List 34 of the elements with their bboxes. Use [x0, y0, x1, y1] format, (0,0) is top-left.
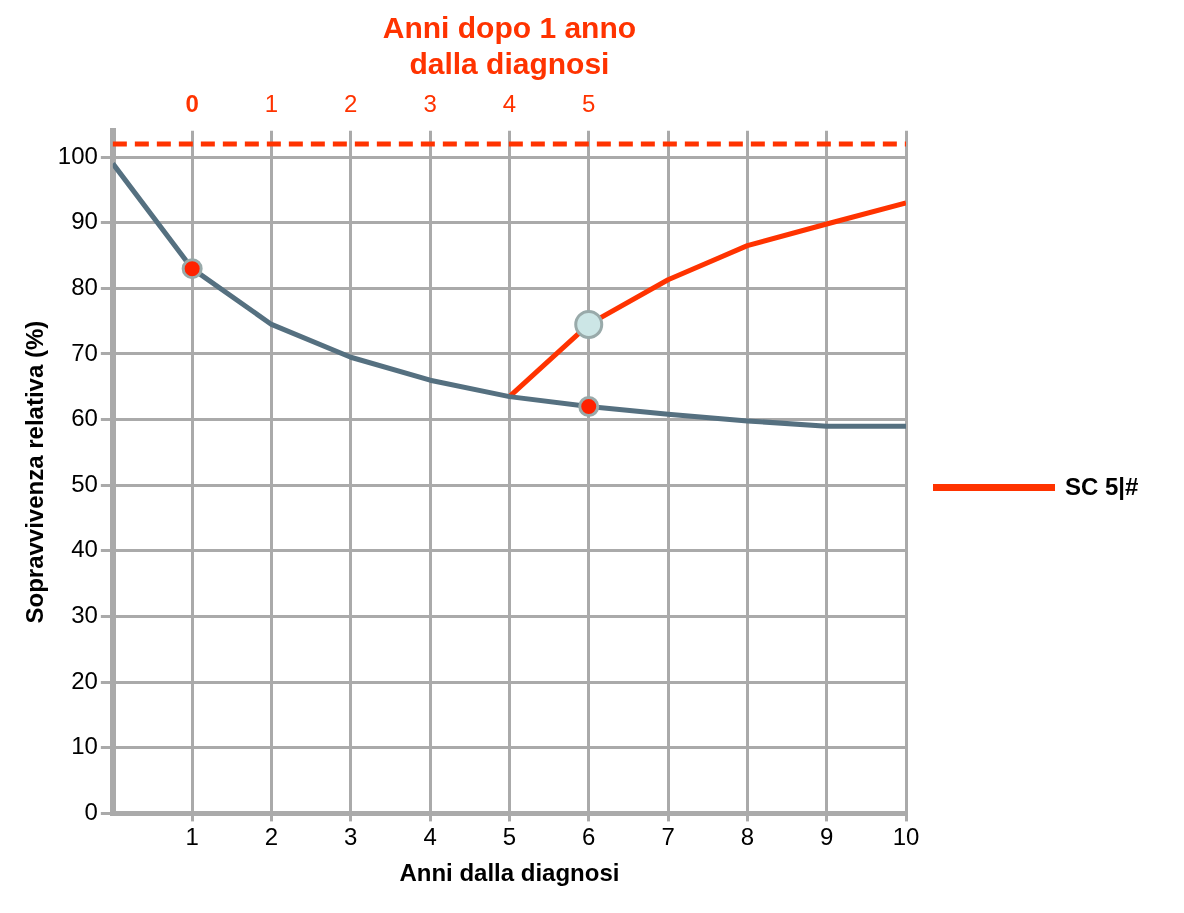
y-tick-label: 20: [71, 666, 98, 694]
y-tick-label: 60: [71, 404, 98, 432]
x2-tick-label: 2: [344, 90, 358, 118]
x-axis-title: Anni dalla diagnosi: [399, 859, 620, 887]
point: [181, 258, 203, 280]
y-tick-label: 0: [84, 798, 98, 826]
x2-axis-title: Anni dopo 1 anno dalla diagnosi: [382, 11, 637, 81]
point: [578, 395, 600, 417]
x-tick-label: 6: [582, 823, 596, 851]
x2-tick-label: 4: [502, 90, 517, 118]
x2-tick-label: 5: [582, 90, 596, 118]
y-tick-label: 70: [71, 338, 98, 366]
x2-tick-label: 1: [264, 90, 279, 118]
y-tick-label: 50: [71, 469, 98, 497]
x-tick-label: 5: [502, 823, 517, 851]
y-tick-label: 90: [71, 207, 98, 235]
x-tick-label: 8: [740, 823, 755, 851]
x-tick-label: 7: [661, 823, 675, 851]
y-tick-label: 40: [71, 535, 98, 563]
y-tick-label: 80: [71, 272, 98, 300]
y-tick-label: 30: [71, 601, 98, 629]
x2-tick-label: 3: [423, 90, 437, 118]
y-axis-title: Sopravvivenza relativa (%): [21, 320, 49, 624]
text: SC 5|#: [1065, 473, 1139, 501]
point: [574, 309, 604, 339]
x-tick-label: 9: [820, 823, 834, 851]
y-tick-label: 10: [71, 732, 98, 760]
x2-tick-label: 0: [185, 90, 199, 118]
x-tick-label: 1: [185, 823, 199, 851]
x-tick-label: 4: [423, 823, 437, 851]
x-tick-label: 10: [892, 823, 920, 851]
x-tick-label: 2: [264, 823, 279, 851]
y-tick-label: 100: [57, 141, 98, 169]
x-tick-label: 3: [344, 823, 358, 851]
